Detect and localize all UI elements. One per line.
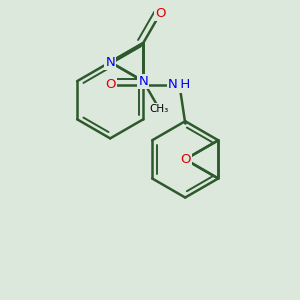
Text: O: O — [180, 153, 190, 166]
Text: N: N — [138, 75, 148, 88]
Text: O: O — [180, 153, 190, 166]
Text: N: N — [105, 56, 115, 69]
Text: O: O — [155, 7, 166, 20]
Text: O: O — [155, 7, 166, 20]
Text: N: N — [138, 75, 148, 88]
Text: N H: N H — [168, 79, 190, 92]
Text: CH₃: CH₃ — [150, 104, 169, 114]
Text: O: O — [180, 153, 190, 166]
Text: N H: N H — [168, 79, 190, 92]
Text: O: O — [106, 79, 116, 92]
Text: O: O — [106, 79, 116, 92]
Text: CH₃: CH₃ — [150, 104, 169, 114]
Text: O: O — [180, 153, 190, 166]
Text: N: N — [105, 56, 115, 69]
